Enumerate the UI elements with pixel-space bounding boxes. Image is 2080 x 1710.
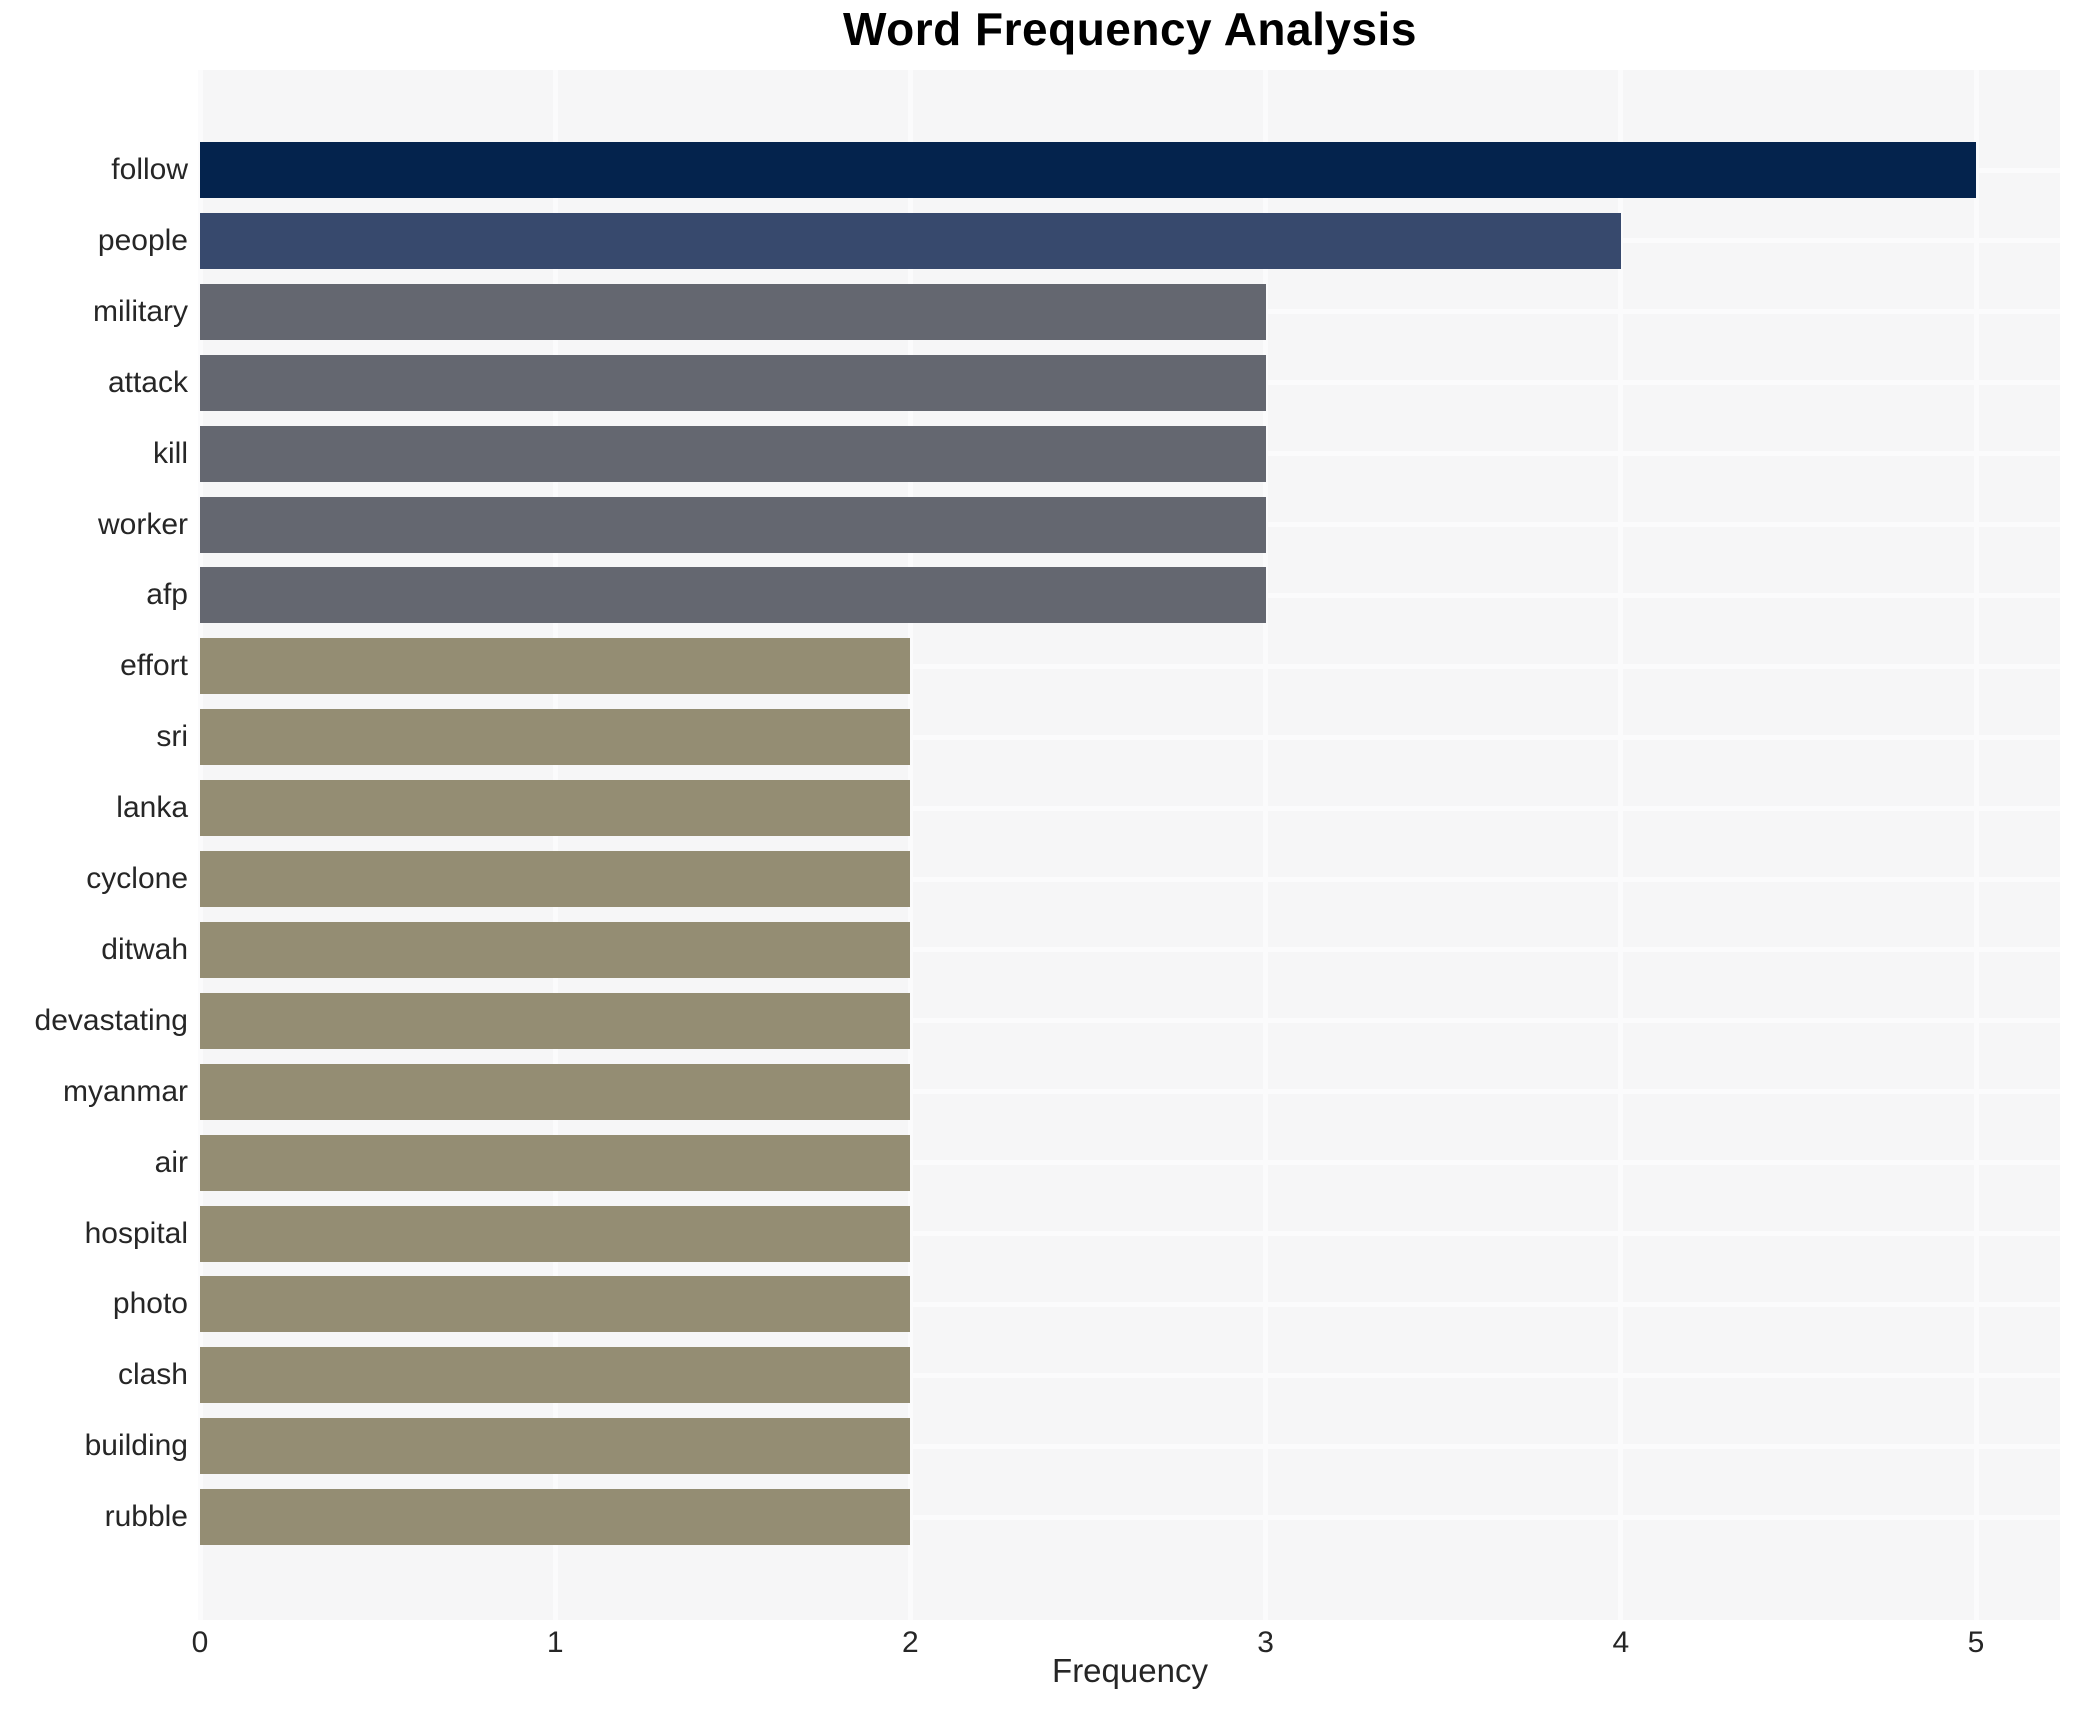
gridline-y-effort (200, 663, 2060, 669)
bar-clash (200, 1347, 911, 1404)
gridline-y-devastating (200, 1018, 2060, 1024)
gridline-y-rubble (200, 1514, 2060, 1520)
gridline-x-5 (1973, 70, 1979, 1620)
bar-ditwah (200, 921, 911, 978)
y-label-hospital: hospital (84, 1216, 188, 1250)
y-label-effort: effort (120, 649, 188, 683)
x-tick-1: 1 (546, 1626, 564, 1659)
y-label-cyclone: cyclone (86, 862, 188, 895)
x-tick-3: 3 (1257, 1626, 1274, 1659)
x-tick-0: 0 (191, 1626, 209, 1659)
bar-photo (200, 1276, 911, 1333)
y-label-devastating: devastating (34, 1003, 188, 1037)
y-label-photo: photo (112, 1287, 188, 1321)
y-label-worker: worker (97, 507, 188, 541)
gridline-y-clash (200, 1372, 2060, 1378)
bar-kill (200, 425, 1266, 482)
bar-lanka (200, 780, 911, 837)
bar-people (200, 212, 1621, 269)
y-label-myanmar: myanmar (62, 1074, 188, 1108)
bar-follow (200, 142, 1976, 198)
y-label-afp: afp (146, 578, 188, 612)
gridline-y-ditwah (200, 947, 2060, 953)
y-label-follow: follow (111, 153, 188, 186)
bar-worker (200, 496, 1266, 553)
x-tick-5: 5 (1967, 1626, 1985, 1659)
bar-sri (200, 709, 911, 766)
gridline-x-0 (197, 70, 203, 1620)
bar-attack (200, 354, 1266, 411)
bar-air (200, 1134, 911, 1191)
gridline-x-1 (552, 70, 558, 1620)
plot-area (197, 70, 2060, 1620)
gridline-y-hospital (200, 1231, 2060, 1236)
y-label-clash: clash (117, 1358, 188, 1392)
bar-effort (200, 638, 911, 695)
gridline-y-myanmar (200, 1089, 2060, 1095)
gridline-x-4 (1618, 70, 1624, 1620)
chart-title: Word Frequency Analysis (843, 3, 1417, 55)
bar-building (200, 1418, 911, 1475)
gridline-y-air (200, 1160, 2060, 1166)
gridline-y-cyclone (200, 876, 2060, 882)
bar-devastating (200, 992, 911, 1049)
y-label-air: air (154, 1145, 188, 1179)
bar-cyclone (200, 851, 911, 907)
y-label-military: military (93, 294, 188, 328)
x-tick-2: 2 (902, 1626, 919, 1659)
gridline-x-3 (1263, 70, 1269, 1620)
y-label-people: people (97, 223, 188, 257)
bar-military (200, 283, 1266, 340)
y-label-building: building (84, 1429, 188, 1463)
x-axis-title: Frequency (1052, 1652, 1208, 1689)
y-label-rubble: rubble (104, 1500, 188, 1534)
y-label-ditwah: ditwah (101, 932, 188, 966)
bar-afp (200, 567, 1266, 624)
bar-myanmar (200, 1063, 911, 1120)
bar-rubble (200, 1489, 911, 1546)
gridline-y-sri (200, 734, 2060, 740)
bar-hospital (200, 1205, 911, 1262)
y-label-attack: attack (107, 365, 188, 399)
gridline-y-photo (200, 1301, 2060, 1307)
y-label-lanka: lanka (116, 791, 188, 825)
y-label-sri: sri (156, 720, 188, 754)
y-label-kill: kill (153, 436, 188, 470)
gridline-y-building (200, 1443, 2060, 1449)
gridline-x-2 (907, 70, 913, 1620)
x-tick-4: 4 (1612, 1626, 1630, 1659)
gridline-y-lanka (200, 805, 2060, 811)
